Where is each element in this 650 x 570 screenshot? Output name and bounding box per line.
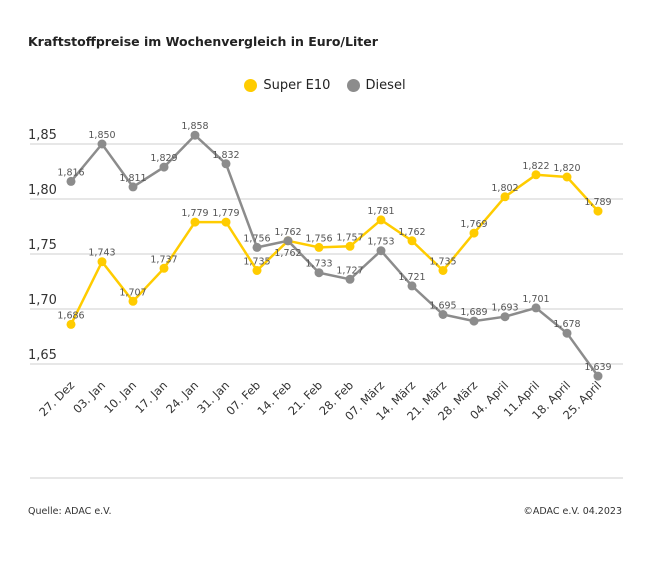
data-label: 1,779 bbox=[181, 208, 208, 219]
data-point bbox=[128, 296, 138, 306]
data-label: 1,695 bbox=[429, 301, 456, 312]
data-label: 1,802 bbox=[491, 183, 518, 194]
x-tick-label: 03. Jan bbox=[70, 378, 108, 416]
data-point bbox=[531, 303, 541, 313]
data-label: 1,735 bbox=[243, 257, 270, 268]
data-label: 1,733 bbox=[305, 259, 332, 270]
data-label: 1,721 bbox=[398, 272, 425, 283]
data-point bbox=[283, 236, 293, 246]
data-label: 1,707 bbox=[119, 287, 146, 298]
legend-label: Super E10 bbox=[263, 78, 331, 93]
data-label: 1,689 bbox=[460, 307, 487, 318]
y-tick-label: 1,65 bbox=[28, 348, 57, 363]
legend: Super E10 Diesel bbox=[0, 78, 650, 96]
data-label: 1,678 bbox=[553, 319, 580, 330]
data-point bbox=[376, 246, 386, 256]
data-label: 1,816 bbox=[57, 167, 84, 178]
y-tick-label: 1,70 bbox=[28, 293, 57, 308]
legend-marker bbox=[346, 79, 360, 92]
data-label: 1,822 bbox=[522, 161, 549, 172]
data-label: 1,727 bbox=[336, 265, 363, 276]
data-point bbox=[252, 242, 262, 252]
legend-item-diesel: Diesel bbox=[346, 78, 406, 93]
copyright-note: ©ADAC e.V. 04.2023 bbox=[523, 506, 622, 517]
data-point bbox=[190, 130, 200, 140]
data-point bbox=[438, 266, 448, 275]
legend-item-super-e10: Super E10 bbox=[244, 78, 330, 93]
y-tick-label: 1,85 bbox=[28, 128, 57, 143]
y-tick-label: 1,75 bbox=[28, 238, 57, 253]
data-point bbox=[221, 159, 231, 169]
series-line bbox=[69, 173, 599, 325]
data-point bbox=[500, 312, 510, 322]
data-point bbox=[159, 263, 169, 273]
legend-label: Diesel bbox=[365, 78, 406, 93]
data-label: 1,779 bbox=[212, 208, 239, 219]
data-label: 1,743 bbox=[88, 248, 115, 259]
data-label: 1,769 bbox=[460, 219, 487, 230]
data-label: 1,850 bbox=[88, 130, 115, 141]
data-point bbox=[469, 316, 479, 326]
data-point bbox=[500, 192, 510, 202]
data-label: 1,762 bbox=[274, 248, 301, 259]
data-label: 1,757 bbox=[336, 232, 363, 243]
data-point bbox=[562, 172, 572, 182]
data-point bbox=[407, 236, 417, 246]
legend-marker bbox=[244, 79, 258, 92]
data-label: 1,701 bbox=[522, 294, 549, 305]
data-point bbox=[314, 242, 324, 252]
data-label: 1,832 bbox=[212, 150, 239, 161]
data-point bbox=[159, 162, 169, 172]
data-point bbox=[438, 310, 448, 319]
series-line bbox=[70, 133, 600, 377]
data-label: 1,858 bbox=[181, 121, 208, 132]
chart-title: Kraftstoffpreise im Wochenvergleich in E… bbox=[28, 34, 378, 49]
data-label: 1,686 bbox=[57, 310, 84, 321]
data-label: 1,756 bbox=[243, 233, 270, 244]
data-point bbox=[66, 176, 76, 186]
data-point bbox=[345, 274, 355, 284]
data-point bbox=[221, 217, 231, 227]
data-label: 1,753 bbox=[367, 237, 394, 248]
data-label: 1,639 bbox=[584, 362, 611, 373]
data-point bbox=[562, 328, 572, 338]
data-label: 1,829 bbox=[150, 153, 177, 164]
x-tick-label: 24. Jan bbox=[163, 378, 201, 416]
data-label: 1,811 bbox=[119, 173, 146, 184]
data-label: 1,781 bbox=[367, 206, 394, 217]
data-point bbox=[345, 241, 355, 251]
data-point bbox=[190, 217, 200, 227]
x-tick-label: 10. Jan bbox=[101, 378, 139, 416]
data-point bbox=[531, 170, 541, 180]
data-label: 1,737 bbox=[150, 254, 177, 265]
data-label: 1,693 bbox=[491, 303, 518, 314]
data-label: 1,762 bbox=[398, 227, 425, 238]
y-tick-label: 1,80 bbox=[28, 183, 57, 198]
data-point bbox=[593, 206, 603, 216]
data-point bbox=[66, 319, 76, 329]
data-point bbox=[469, 228, 479, 238]
data-label: 1,735 bbox=[429, 257, 456, 268]
x-tick-label: 17. Jan bbox=[132, 378, 170, 416]
x-tick-label: 27. Dez bbox=[36, 378, 77, 419]
data-label: 1,820 bbox=[553, 163, 580, 174]
data-point bbox=[407, 281, 417, 291]
source-note: Quelle: ADAC e.V. bbox=[28, 506, 112, 517]
data-point bbox=[97, 139, 107, 149]
data-label: 1,762 bbox=[274, 227, 301, 238]
data-point bbox=[376, 215, 386, 225]
data-point bbox=[314, 268, 324, 278]
data-label: 1,789 bbox=[584, 197, 611, 208]
data-label: 1,756 bbox=[305, 233, 332, 244]
data-point bbox=[593, 371, 603, 381]
data-point bbox=[252, 266, 262, 275]
data-point bbox=[97, 257, 107, 267]
data-point bbox=[128, 182, 138, 192]
